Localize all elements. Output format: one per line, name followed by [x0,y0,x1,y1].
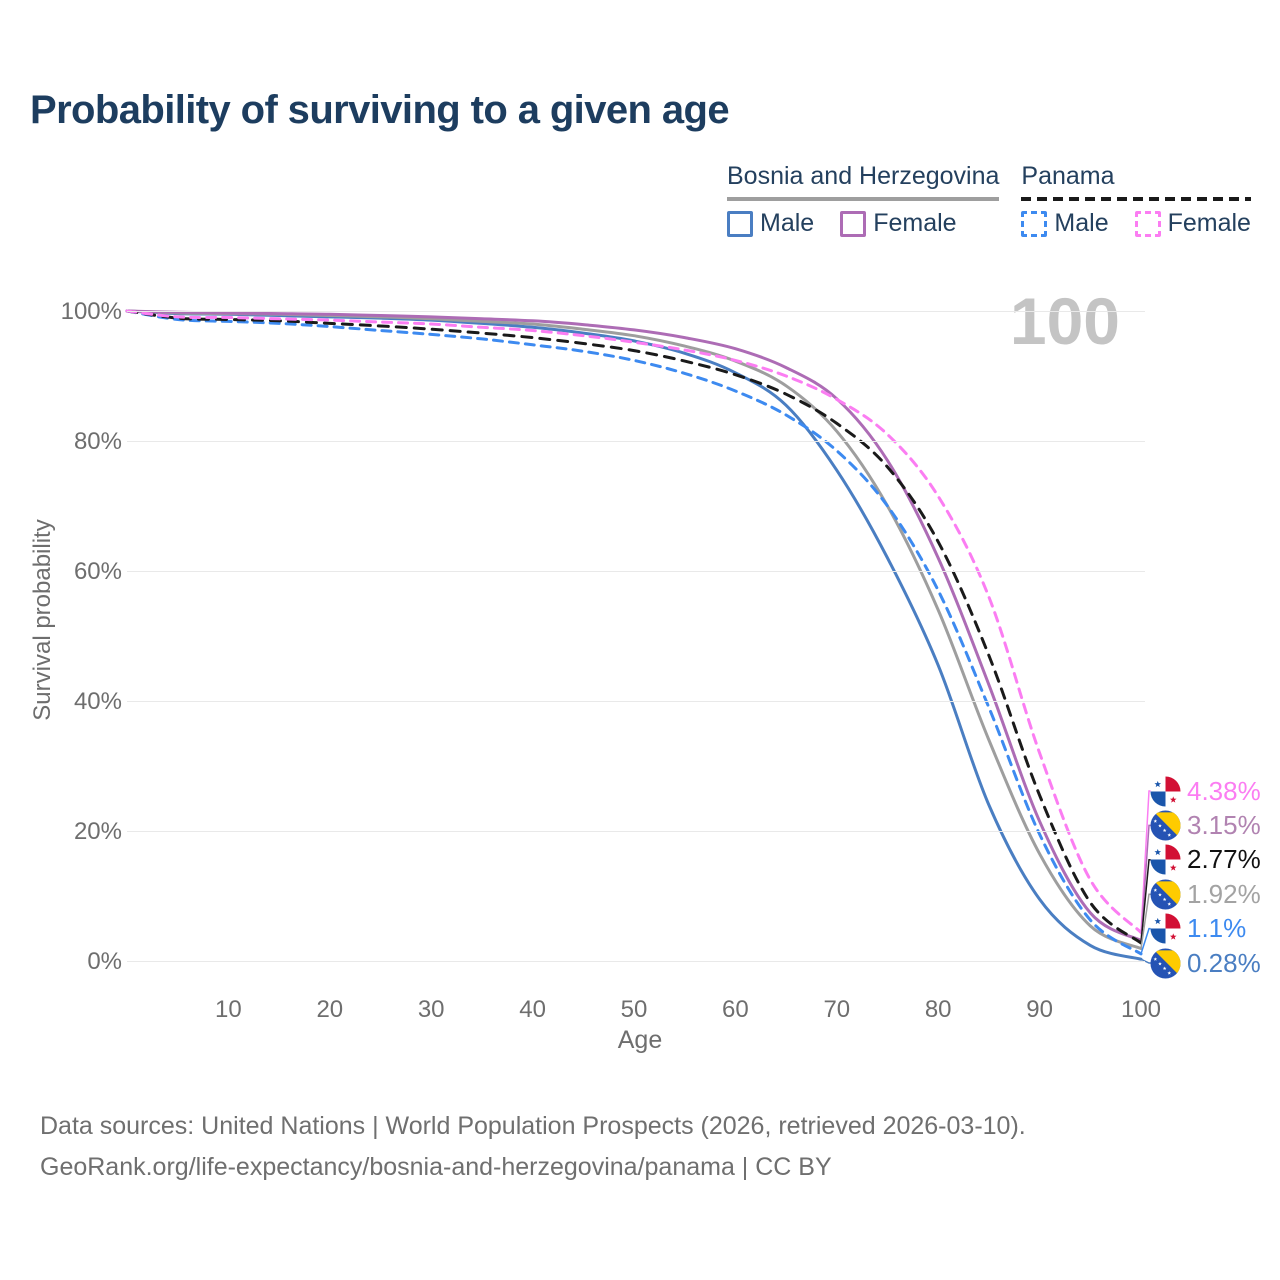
curve-bih-total[interactable] [125,309,1143,950]
end-label-panama-total: 2.77% [1150,844,1261,876]
legend: Bosnia and Herzegovina Male Female Panam… [727,162,1251,238]
end-label-value: 3.15% [1187,809,1261,840]
end-label-value: 4.38% [1187,775,1261,806]
legend-swatch-bih-female-icon [840,210,867,237]
y-tick-label: 80% [73,428,122,455]
gridline [127,570,1145,572]
x-tick-label: 30 [417,996,445,1023]
end-label-value: 1.92% [1187,878,1261,909]
legend-item-panama-female[interactable]: Female [1134,209,1251,238]
panama-flag-icon [1150,844,1181,875]
legend-underline-solid [727,197,1000,201]
legend-item-panama-male[interactable]: Male [1021,209,1109,238]
legend-country-label: Panama [1021,162,1115,190]
panama-flag-icon [1150,775,1181,807]
end-label-value: 2.77% [1187,844,1261,875]
x-tick-label: 70 [823,996,851,1023]
x-tick-label: 90 [1026,996,1053,1023]
curve-panama-total[interactable] [125,309,1143,945]
bosnia-flag-icon [1150,947,1181,979]
gridline [127,700,1145,702]
curve-bih-male[interactable] [125,309,1143,961]
x-tick-label: 40 [519,996,546,1023]
bosnia-flag-icon [1150,810,1181,841]
bosnia-flag-icon [1150,879,1181,910]
x-tick-label: 10 [215,996,242,1023]
legend-item-bih-male[interactable]: Male [727,209,814,238]
legend-item-bih-female[interactable]: Female [840,209,957,238]
legend-swatch-panama-male-icon [1021,210,1048,237]
curve-panama-female[interactable] [125,309,1143,934]
x-tick-label: 100 [1120,996,1162,1023]
legend-swatch-panama-female-icon [1134,210,1161,237]
y-tick-label: 20% [73,818,122,845]
attribution-line: GeoRank.org/life-expectancy/bosnia-and-h… [40,1153,832,1181]
end-label-panama-female: 4.38% [1150,775,1261,807]
legend-group-panama: Panama Male Female [1021,162,1251,238]
data-sources-line: Data sources: United Nations | World Pop… [40,1112,1026,1140]
hover-age-watermark: 100 [1009,284,1120,358]
x-tick-label: 80 [924,996,952,1023]
end-label-panama-male: 1.1% [1150,913,1246,945]
legend-country-label: Bosnia and Herzegovina [727,162,1000,190]
end-label-bih-female: 3.15% [1150,809,1261,841]
y-tick-label: 0% [87,948,122,975]
legend-country-panama[interactable]: Panama [1021,162,1251,201]
gridline [127,830,1145,832]
y-tick-label: 60% [73,558,122,585]
x-tick-label: 20 [316,996,344,1023]
legend-item-label: Male [1054,209,1109,237]
y-tick-label: 40% [73,688,122,715]
panama-flag-icon [1150,913,1181,944]
legend-underline-dashed [1021,197,1251,201]
end-label-value: 1.1% [1187,913,1247,944]
legend-swatch-bih-male-icon [727,210,753,237]
legend-group-bosnia: Bosnia and Herzegovina Male Female [727,162,1000,238]
x-tick-label: 60 [722,996,749,1023]
legend-items-bosnia: Male Female [727,209,999,238]
y-tick-label: 100% [60,298,122,325]
page-title: Probability of surviving to a given age [30,88,730,132]
legend-item-label: Female [1167,209,1251,237]
gridline [127,310,1145,312]
x-tick-label: 50 [620,996,648,1023]
x-axis-title: Age [617,1026,663,1054]
curve-bih-female[interactable] [125,309,1143,942]
legend-item-label: Male [760,209,815,237]
footer: Data sources: United Nations | World Pop… [40,1106,1026,1188]
end-label-value: 0.28% [1187,947,1261,978]
end-label-bih-total: 1.92% [1150,878,1261,910]
gridline [127,440,1145,442]
legend-country-bosnia[interactable]: Bosnia and Herzegovina [727,162,1000,201]
curve-panama-male[interactable] [125,309,1143,956]
end-label-bih-male: 0.28% [1150,947,1261,979]
gridline [127,960,1145,962]
legend-items-panama: Male Female [1021,209,1251,238]
legend-item-label: Female [873,209,957,237]
